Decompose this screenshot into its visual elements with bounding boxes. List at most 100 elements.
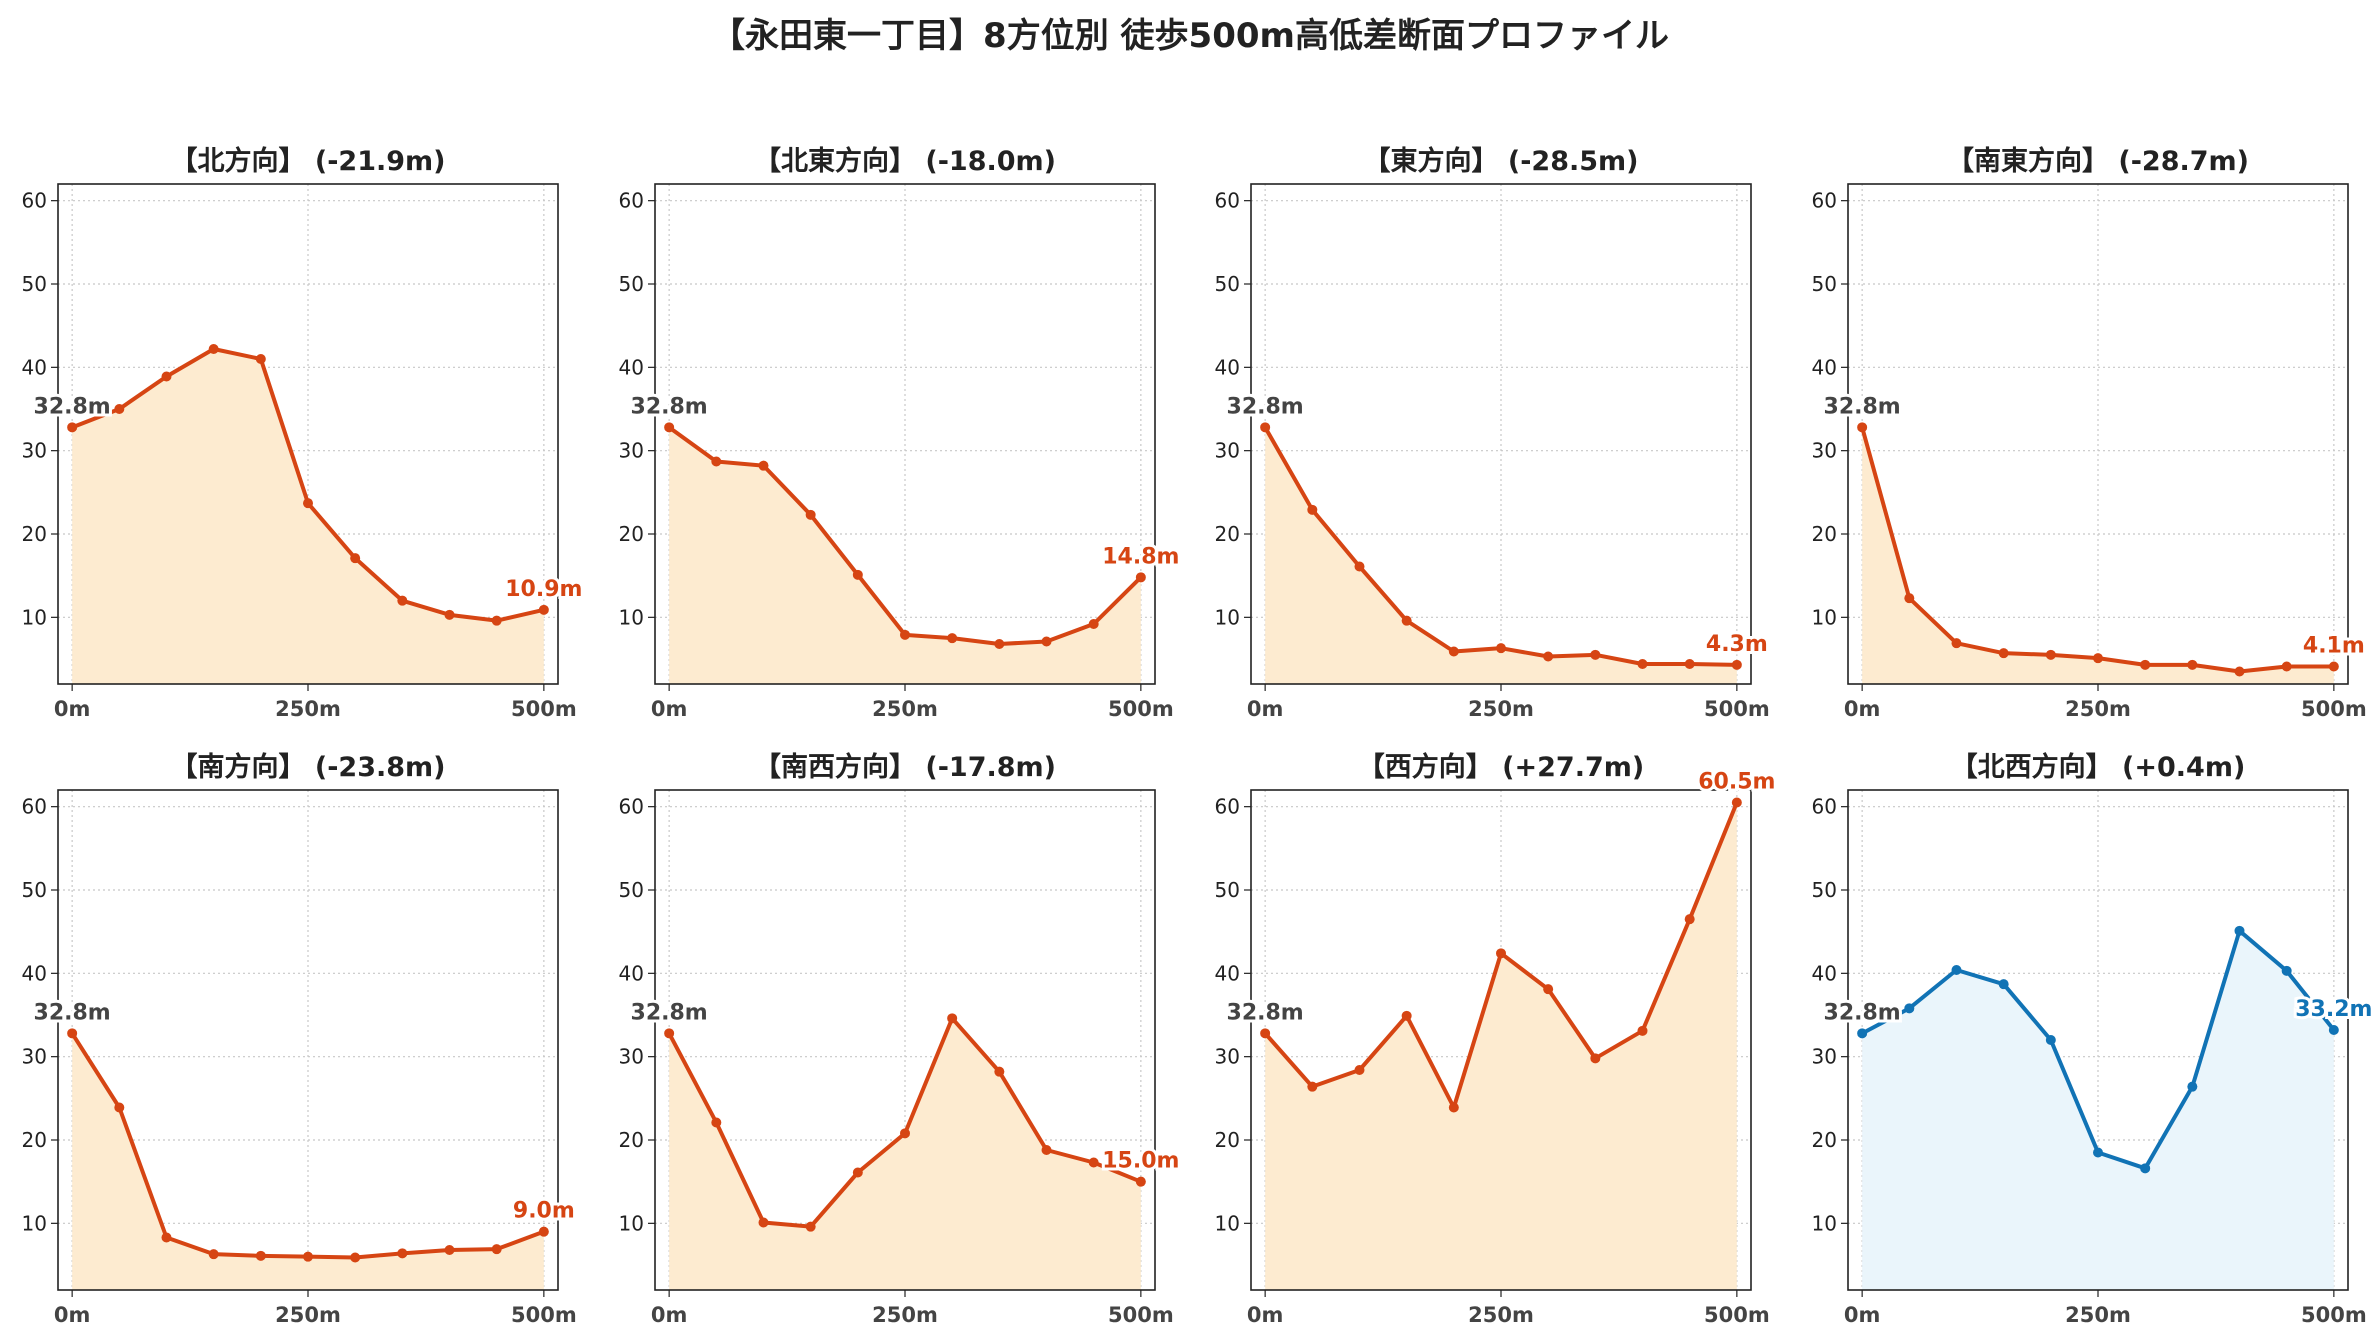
x-tick-label: 500m — [2301, 697, 2367, 721]
axes-frame — [1250, 183, 1752, 685]
data-point — [758, 460, 769, 471]
y-tick-label: 60 — [1215, 189, 1240, 213]
start-elevation-label: 32.8m — [631, 394, 708, 419]
y-tick-label: 10 — [1812, 605, 1837, 629]
data-point — [852, 569, 863, 580]
axes-frame — [57, 183, 559, 685]
x-tick-label: 250m — [1468, 697, 1534, 721]
data-point — [1354, 561, 1365, 572]
y-tick-label: 20 — [1215, 1128, 1240, 1152]
panel-title: 【北東方向】 (-18.0m) — [754, 145, 1056, 177]
data-point — [1088, 1157, 1099, 1168]
y-tick-label: 50 — [1215, 272, 1240, 296]
panel-title: 【南方向】 (-23.8m) — [170, 751, 445, 783]
data-point — [711, 456, 722, 467]
x-tick-label: 0m — [1844, 1303, 1881, 1327]
y-tick-label: 10 — [22, 1211, 47, 1235]
end-elevation-label: 15.0m — [1102, 1149, 1179, 1174]
y-tick-label: 60 — [1812, 189, 1837, 213]
data-point — [664, 1028, 675, 1039]
data-point — [1448, 1102, 1459, 1113]
data-point — [900, 1128, 910, 1139]
data-point — [1637, 1025, 1648, 1036]
y-tick-label: 50 — [1812, 272, 1837, 296]
data-point — [350, 1252, 361, 1263]
data-point — [2140, 659, 2151, 670]
panel-title: 【北西方向】 (+0.4m) — [1951, 751, 2246, 783]
x-tick-label: 0m — [1247, 1303, 1284, 1327]
data-point — [491, 1244, 502, 1255]
data-point — [1857, 422, 1868, 433]
area-fill — [1862, 427, 2334, 684]
data-point — [397, 1248, 408, 1259]
axes-frame — [1847, 183, 2349, 685]
x-tick-label: 250m — [872, 697, 938, 721]
data-point — [1496, 643, 1506, 654]
data-point — [994, 639, 1005, 649]
data-point — [538, 1226, 549, 1237]
profile-panel: 【北方向】 (-21.9m) 10 20 30 40 50 60 0m 250m 500m 32.8… — [22, 145, 586, 721]
start-elevation-label: 32.8m — [34, 1000, 111, 1025]
data-point — [208, 1249, 219, 1260]
profile-panel: 【北東方向】 (-18.0m) 10 20 30 40 50 60 0m 250m 500m 32.… — [619, 145, 1183, 721]
data-point — [114, 1102, 125, 1113]
end-elevation-label: 9.0m — [513, 1199, 575, 1224]
data-point — [758, 1217, 769, 1228]
data-point — [2187, 1081, 2198, 1092]
data-point — [1041, 1145, 1052, 1155]
x-tick-label: 250m — [275, 697, 341, 721]
area-fill — [1862, 930, 2334, 1290]
profile-panel: 【北西方向】 (+0.4m) 10 20 30 40 50 60 0m 250m 500m 32.8… — [1812, 751, 2376, 1327]
y-tick-label: 20 — [1812, 522, 1837, 546]
data-point — [947, 1013, 958, 1024]
data-point — [1307, 1081, 1318, 1092]
data-point — [1088, 619, 1099, 629]
y-tick-label: 40 — [1215, 961, 1240, 985]
data-point — [2281, 965, 2292, 976]
y-tick-label: 30 — [619, 439, 644, 463]
data-point — [1135, 572, 1146, 583]
figure-title: 【永田東一丁目】8方位別 徒歩500m高低差断面プロファイル — [711, 16, 1669, 56]
start-elevation-label: 32.8m — [1227, 1000, 1304, 1025]
y-tick-label: 20 — [619, 522, 644, 546]
data-point — [303, 1251, 313, 1262]
x-tick-label: 0m — [1844, 697, 1881, 721]
end-elevation-label: 4.1m — [2303, 634, 2365, 659]
start-elevation-label: 32.8m — [631, 1000, 708, 1025]
y-tick-label: 30 — [1812, 1045, 1837, 1069]
data-point — [2045, 649, 2056, 660]
y-tick-label: 40 — [22, 355, 47, 379]
data-point — [303, 498, 313, 509]
y-tick-label: 50 — [619, 878, 644, 902]
y-tick-label: 10 — [619, 1211, 644, 1235]
data-point — [1998, 648, 2009, 659]
panel-title: 【南東方向】 (-28.7m) — [1947, 145, 2249, 177]
data-point — [397, 595, 408, 606]
end-elevation-label: 14.8m — [1102, 544, 1179, 569]
data-point — [2093, 653, 2103, 664]
x-tick-label: 250m — [2065, 697, 2131, 721]
y-tick-label: 10 — [1812, 1211, 1837, 1235]
start-elevation-label: 32.8m — [1824, 394, 1901, 419]
data-point — [2093, 1147, 2103, 1158]
data-point — [161, 371, 172, 382]
y-tick-label: 30 — [1812, 439, 1837, 463]
y-tick-label: 60 — [1812, 795, 1837, 819]
data-point — [947, 633, 958, 644]
data-point — [491, 615, 502, 626]
profile-panel: 【南方向】 (-23.8m) 10 20 30 40 50 60 0m 250m 500m 32.8… — [22, 751, 578, 1327]
data-point — [538, 604, 549, 615]
data-point — [255, 1250, 266, 1261]
y-tick-label: 30 — [1215, 1045, 1240, 1069]
data-point — [2281, 661, 2292, 672]
data-point — [1684, 659, 1695, 669]
data-point — [1260, 422, 1271, 433]
data-point — [1731, 797, 1742, 808]
y-tick-label: 40 — [22, 961, 47, 985]
data-point — [1543, 651, 1554, 662]
x-tick-label: 250m — [1468, 1303, 1534, 1327]
end-elevation-label: 10.9m — [505, 577, 582, 602]
y-tick-label: 50 — [619, 272, 644, 296]
data-point — [1496, 948, 1506, 959]
profile-panel: 【南東方向】 (-28.7m) 10 20 30 40 50 60 0m 250m 500m 32.… — [1812, 145, 2368, 721]
